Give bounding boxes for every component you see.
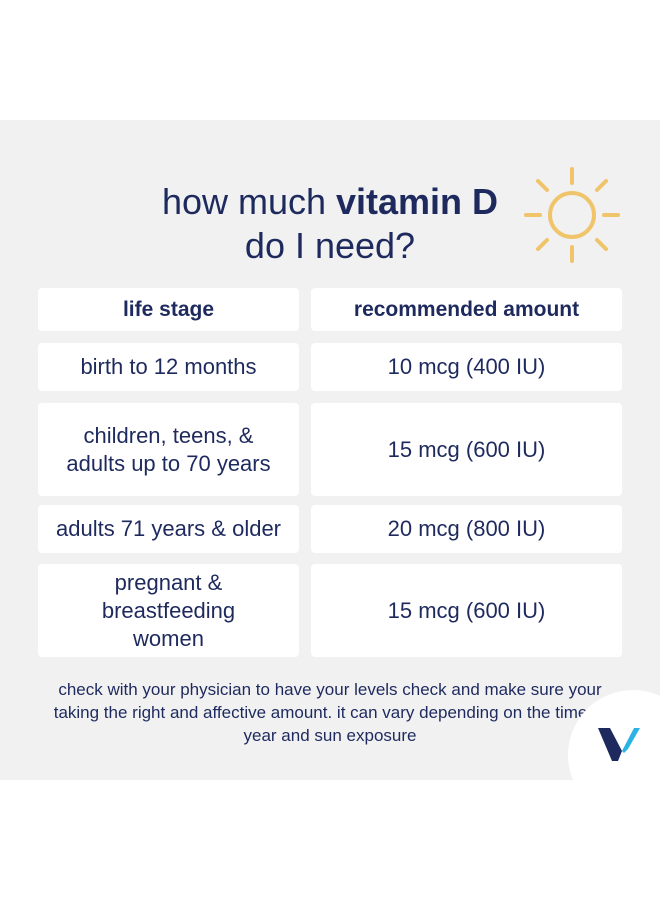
row-amount: 10 mcg (400 IU)	[311, 343, 622, 391]
title-prefix: how much	[161, 181, 337, 222]
row-amount: 15 mcg (600 IU)	[311, 564, 622, 657]
title-bold: vitamin D	[336, 181, 499, 222]
brand-v-logo	[598, 728, 640, 761]
title-line2: do I need?	[244, 225, 416, 266]
footnote: check with your physician to have your l…	[53, 680, 607, 745]
logo-badge	[568, 690, 660, 780]
row-stage: adults 71 years & older	[38, 505, 299, 553]
row-amount: 15 mcg (600 IU)	[311, 403, 622, 496]
header-life-stage: life stage	[38, 288, 299, 331]
row-stage: birth to 12 months	[38, 343, 299, 391]
header-recommended-amount: recommended amount	[311, 288, 622, 331]
row-amount: 20 mcg (800 IU)	[311, 505, 622, 553]
page-title: how much vitamin D do I need?	[120, 180, 540, 268]
row-stage: pregnant & breastfeeding women	[38, 564, 299, 657]
sun-icon	[524, 167, 620, 263]
row-stage: children, teens, & adults up to 70 years	[38, 403, 299, 496]
